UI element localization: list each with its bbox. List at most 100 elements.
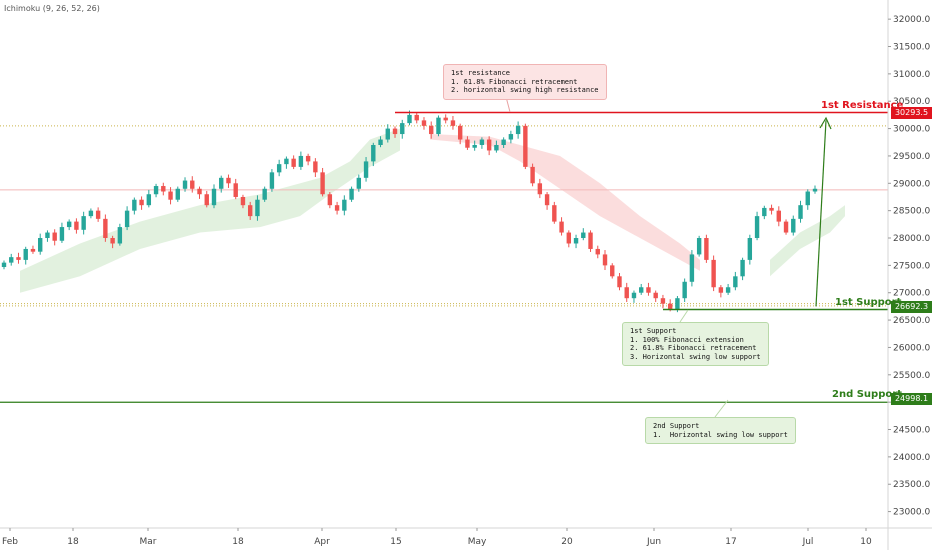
candle-body	[298, 155, 304, 167]
candle-body	[407, 114, 412, 124]
candle-body	[197, 188, 202, 195]
candle-body	[247, 205, 253, 217]
candle-body	[805, 191, 810, 206]
candle-body	[544, 194, 550, 206]
candle-body	[667, 303, 673, 310]
candle-body	[566, 232, 572, 244]
y-tick-label: 26000.0	[893, 343, 930, 353]
candle-body	[718, 287, 724, 293]
candle-body	[400, 123, 405, 135]
candle-body	[675, 298, 680, 310]
candle-body	[342, 199, 347, 211]
candle-body	[465, 139, 470, 148]
resistance-note: 1st resistance 1. 61.8% Fibonacci retrac…	[443, 64, 607, 100]
candle-body	[776, 210, 781, 222]
candle-body	[305, 155, 311, 162]
indicator-label: Ichimoku (9, 26, 52, 26)	[4, 4, 100, 13]
candle-body	[139, 199, 144, 206]
candle-body	[646, 287, 651, 293]
candle-body	[479, 139, 485, 145]
candle-body	[110, 238, 115, 244]
candle-body	[747, 238, 753, 260]
candle-body	[769, 207, 774, 211]
candle-body	[74, 221, 79, 230]
candle-body	[552, 205, 557, 222]
x-tick-label: Feb	[2, 537, 18, 547]
candle-body	[124, 210, 130, 228]
candle-body	[255, 199, 260, 217]
y-tick-label: 24000.0	[893, 453, 930, 463]
candle-body	[349, 188, 354, 200]
candle-body	[392, 128, 398, 135]
candle-body	[443, 117, 448, 121]
candle-body	[291, 158, 296, 167]
y-tick-label: 28000.0	[893, 234, 930, 244]
candle-body	[117, 227, 123, 244]
candle-body	[226, 177, 231, 184]
candle-body	[639, 287, 644, 293]
candle-body	[153, 186, 159, 195]
x-tick-label: 10	[860, 537, 872, 547]
candle-body	[653, 292, 658, 299]
candle-body	[494, 144, 499, 151]
candle-body	[356, 177, 362, 189]
candle-body	[313, 161, 318, 173]
candle-body	[530, 166, 535, 184]
resistance1-label: 1st Resistance	[821, 100, 904, 111]
y-tick-label: 26500.0	[893, 316, 930, 326]
candle-body	[132, 199, 137, 211]
y-tick-label: 23500.0	[893, 480, 930, 490]
candle-body	[182, 180, 188, 189]
candle-body	[501, 139, 506, 145]
candle-body	[59, 227, 65, 241]
candle-body	[168, 191, 173, 200]
y-tick-label: 27000.0	[893, 289, 930, 299]
candle-body	[762, 207, 767, 217]
x-tick-label: Mar	[140, 537, 157, 547]
candle-body	[429, 125, 434, 135]
candle-body	[588, 232, 593, 249]
candle-body	[269, 172, 275, 189]
candle-body	[45, 232, 50, 239]
candle-body	[515, 125, 521, 135]
candle-body	[175, 188, 180, 200]
x-tick-label: Jul	[802, 537, 814, 547]
x-tick-label: 18	[67, 537, 79, 547]
candle-body	[436, 117, 441, 135]
y-tick-label: 30500.0	[893, 97, 930, 107]
candle-body	[52, 232, 57, 241]
candle-body	[602, 254, 608, 266]
candle-body	[617, 276, 622, 288]
candle-body	[733, 276, 738, 288]
y-tick-label: 25500.0	[893, 371, 930, 381]
x-tick-label: 20	[561, 537, 573, 547]
candle-body	[385, 128, 390, 140]
target-arrow-line	[815, 120, 827, 307]
candle-body	[161, 186, 166, 192]
candle-body	[262, 188, 267, 200]
candle-body	[689, 254, 695, 282]
resistance1-price-tag: 30293.5	[891, 107, 932, 119]
support1-note: 1st Support 1. 100% Fibonacci extension …	[622, 322, 769, 367]
ichimoku-cloud-red	[430, 134, 700, 271]
ichimoku-cloud-future	[770, 205, 845, 277]
support2-note-connector	[714, 399, 729, 418]
candle-body	[414, 114, 419, 121]
y-tick-label: 27500.0	[893, 261, 930, 271]
support2-note: 2nd Support 1. Horizontal swing low supp…	[645, 417, 796, 445]
y-tick-label: 31500.0	[893, 43, 930, 53]
candle-body	[371, 144, 376, 162]
candle-body	[276, 164, 282, 173]
candle-body	[573, 238, 579, 244]
candle-body	[450, 120, 456, 126]
candle-body	[421, 120, 427, 126]
y-tick-label: 24500.0	[893, 426, 930, 436]
candle-body	[103, 218, 108, 239]
candle-body	[146, 194, 152, 206]
candle-body	[363, 161, 369, 178]
candle-body	[95, 210, 101, 219]
candle-body	[211, 188, 217, 206]
candle-body	[334, 205, 340, 211]
candle-body	[327, 194, 333, 206]
